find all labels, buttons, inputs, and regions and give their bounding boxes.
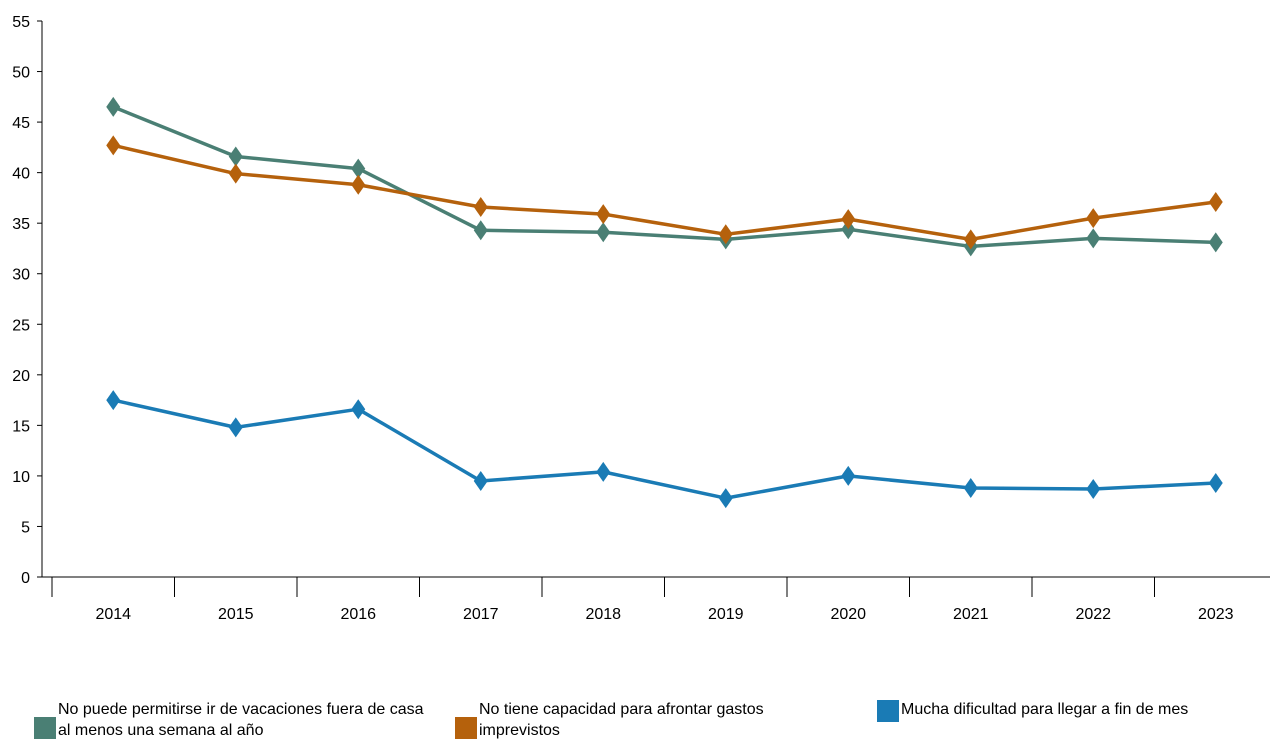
- legend-item-gastos: No tiene capacidad para afrontar gastos …: [455, 699, 839, 741]
- data-point-marker: [351, 174, 366, 195]
- data-point-marker: [228, 417, 243, 438]
- y-tick-label: 45: [12, 115, 30, 132]
- legend-label-gastos: No tiene capacidad para afrontar gastos …: [479, 701, 764, 739]
- x-tick-label: 2021: [953, 606, 989, 623]
- data-point-marker: [106, 96, 121, 117]
- y-tick-label: 55: [12, 14, 30, 31]
- y-ticks: 0 5 10 15 20 25 30 35 40 45 50 55: [12, 14, 42, 587]
- x-tick-label: 2018: [585, 606, 621, 623]
- x-ticks: 2014 2015 2016 2017 2018 2019 2020 2021 2022 2023: [51, 577, 1234, 623]
- data-point-marker: [1208, 472, 1223, 493]
- data-point-marker: [1208, 191, 1223, 212]
- y-tick-label: 25: [12, 317, 30, 334]
- series-1: [106, 135, 1223, 250]
- data-point-marker: [228, 163, 243, 184]
- legend-item-fin-de-mes: Mucha dificultad para llegar a fin de me…: [877, 699, 1270, 724]
- series-line: [111, 105, 1218, 249]
- data-point-marker: [106, 135, 121, 156]
- series-2: [106, 390, 1223, 509]
- legend-item-vacaciones: No puede permitirse ir de vacaciones fue…: [34, 699, 438, 741]
- x-tick-label: 2022: [1075, 606, 1111, 623]
- data-point-marker: [473, 220, 488, 241]
- data-point-marker: [106, 390, 121, 411]
- series-line: [111, 398, 1218, 500]
- data-point-marker: [963, 478, 978, 499]
- y-tick-label: 30: [12, 267, 30, 284]
- x-tick-label: 2023: [1198, 606, 1234, 623]
- x-tick-label: 2014: [95, 606, 131, 623]
- data-point-marker: [596, 204, 611, 225]
- y-tick-label: 5: [21, 519, 30, 536]
- data-point-marker: [1208, 232, 1223, 253]
- legend-swatch-vacaciones: [34, 717, 56, 739]
- data-point-marker: [473, 197, 488, 218]
- x-tick-label: 2015: [218, 606, 254, 623]
- series-layer: [106, 96, 1223, 509]
- y-tick-label: 50: [12, 65, 30, 82]
- data-point-marker: [1086, 208, 1101, 229]
- legend: No puede permitirse ir de vacaciones fue…: [0, 699, 1270, 745]
- data-point-marker: [351, 158, 366, 179]
- x-tick-label: 2016: [340, 606, 376, 623]
- y-tick-label: 0: [21, 570, 30, 587]
- x-tick-label: 2017: [463, 606, 499, 623]
- legend-label-vacaciones: No puede permitirse ir de vacaciones fue…: [58, 701, 424, 739]
- y-tick-label: 10: [12, 469, 30, 486]
- data-point-marker: [596, 461, 611, 482]
- series-0: [106, 96, 1223, 257]
- y-tick-label: 35: [12, 216, 30, 233]
- legend-swatch-fin-de-mes: [877, 700, 899, 722]
- data-point-marker: [473, 470, 488, 491]
- data-point-marker: [841, 219, 856, 240]
- data-point-marker: [718, 224, 733, 245]
- data-point-marker: [841, 465, 856, 486]
- series-line: [111, 143, 1218, 242]
- y-tick-label: 15: [12, 418, 30, 435]
- data-point-marker: [596, 222, 611, 243]
- data-point-marker: [1086, 228, 1101, 249]
- x-tick-label: 2019: [708, 606, 744, 623]
- data-point-marker: [228, 146, 243, 167]
- data-point-marker: [351, 399, 366, 420]
- x-tick-label: 2020: [830, 606, 866, 623]
- y-tick-label: 40: [12, 166, 30, 183]
- data-point-marker: [1086, 479, 1101, 500]
- legend-swatch-gastos: [455, 717, 477, 739]
- y-tick-label: 20: [12, 368, 30, 385]
- data-point-marker: [841, 209, 856, 230]
- data-point-marker: [963, 229, 978, 250]
- legend-label-fin-de-mes: Mucha dificultad para llegar a fin de me…: [901, 701, 1189, 718]
- data-point-marker: [718, 488, 733, 509]
